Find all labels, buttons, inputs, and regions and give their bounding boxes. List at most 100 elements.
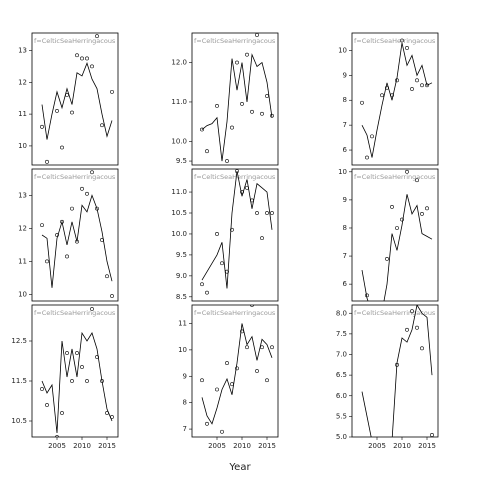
x-tick-label: 2010: [393, 442, 411, 450]
y-tick-label: 7: [343, 252, 347, 260]
y-tick-label: 8.0: [336, 309, 347, 317]
x-tick-label: 2005: [48, 442, 66, 450]
observation: [65, 93, 69, 97]
observation: [100, 379, 104, 383]
observation: [400, 217, 404, 222]
y-tick-label: 10: [338, 46, 347, 54]
panel-frame: [351, 168, 439, 302]
observation: [380, 93, 384, 98]
observation: [225, 361, 229, 365]
observation: [70, 110, 74, 115]
observation: [395, 226, 399, 230]
observation: [415, 178, 419, 183]
observation: [90, 307, 94, 311]
observation: [225, 159, 229, 163]
observation: [270, 345, 274, 350]
y-tick-label: 10: [18, 290, 27, 298]
observation: [255, 211, 259, 215]
y-tick-label: 9.5: [176, 251, 187, 259]
observation: [240, 190, 244, 194]
plot-area: [200, 169, 274, 295]
observation: [85, 379, 89, 383]
observation: [390, 93, 394, 98]
panel-frame: [191, 304, 279, 438]
observation: [395, 78, 399, 83]
y-tick-label: 12.0: [171, 59, 187, 67]
observation: [80, 186, 84, 191]
y-tick-label: 10.5: [11, 417, 27, 425]
observation: [255, 33, 259, 37]
observation: [45, 403, 49, 407]
observation: [235, 60, 239, 65]
observation: [405, 327, 409, 332]
observation: [205, 290, 209, 295]
x-tick-label: 2015: [98, 442, 116, 450]
observation: [420, 212, 424, 216]
fit-line: [201, 53, 273, 162]
observation: [65, 254, 69, 259]
observation: [370, 134, 374, 139]
observation: [110, 415, 114, 419]
plot-area: [40, 34, 114, 164]
observation: [405, 169, 409, 174]
observation: [40, 223, 44, 228]
observation: [95, 34, 99, 39]
observation: [70, 206, 74, 211]
panel-label: f=CelticSeaHerringacous: [354, 37, 436, 45]
panel-frame: [191, 168, 279, 302]
observation: [245, 52, 249, 57]
observation: [220, 261, 224, 266]
observation: [55, 233, 59, 237]
observation: [55, 435, 59, 437]
plot-area: [361, 305, 434, 437]
observation: [420, 83, 424, 88]
observation: [365, 155, 369, 160]
plot-area: [40, 307, 114, 437]
observation: [360, 100, 364, 105]
observation: [215, 232, 219, 236]
observation: [80, 56, 84, 61]
observation: [45, 259, 49, 264]
observation: [45, 159, 49, 164]
observation: [230, 227, 234, 232]
observation: [415, 78, 419, 83]
y-tick-label: 10: [18, 142, 27, 150]
plot-area: [360, 38, 433, 160]
panel-label: f=CelticSeaHerringacous: [194, 173, 276, 181]
panel-label: f=CelticSeaHerringacous: [34, 37, 116, 45]
observation: [75, 239, 79, 244]
observation: [100, 123, 104, 128]
plot-area: [200, 33, 274, 163]
panel-frame: [351, 32, 439, 166]
observation: [205, 149, 209, 154]
observation: [250, 305, 254, 307]
panel-frame: [351, 304, 439, 438]
observation: [245, 345, 249, 350]
y-tick-label: 7.5: [336, 330, 347, 338]
observation: [420, 346, 424, 351]
y-tick-label: 10: [338, 168, 347, 176]
y-tick-label: 12.5: [11, 337, 27, 345]
observation: [240, 329, 244, 334]
observation: [265, 378, 269, 383]
y-tick-label: 11: [178, 319, 187, 327]
panel-label: f=CelticSeaHerringacous: [34, 173, 116, 181]
observation: [405, 46, 409, 50]
y-tick-label: 8.5: [176, 293, 187, 301]
y-tick-label: 9: [183, 372, 187, 380]
y-tick-label: 5.0: [336, 433, 347, 441]
observation: [80, 365, 84, 369]
y-tick-label: 8: [183, 399, 187, 407]
observation: [410, 309, 414, 314]
y-tick-label: 6: [343, 280, 348, 288]
y-tick-label: 13: [18, 191, 27, 199]
observation: [105, 411, 109, 415]
y-tick-label: 7: [343, 121, 347, 129]
y-tick-label: 12: [18, 224, 27, 232]
plot-area: [361, 169, 433, 301]
fit-line: [41, 194, 113, 288]
observation: [265, 211, 269, 215]
y-tick-label: 11.5: [11, 377, 27, 385]
fit-line: [361, 42, 433, 158]
observation: [265, 94, 269, 98]
